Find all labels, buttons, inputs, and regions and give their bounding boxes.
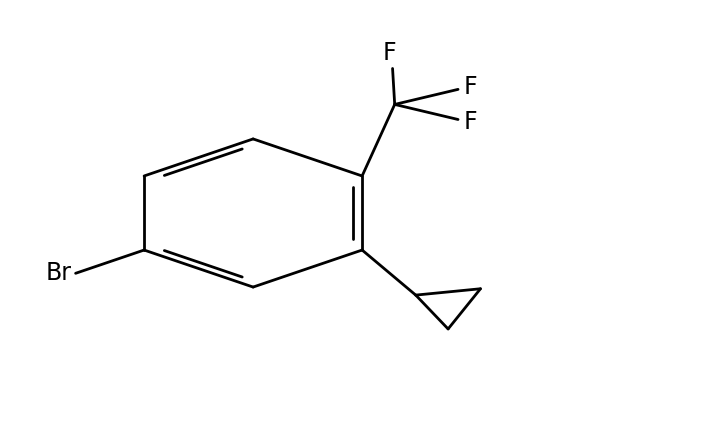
Text: Br: Br — [46, 261, 72, 285]
Text: F: F — [464, 75, 477, 99]
Text: F: F — [464, 109, 477, 134]
Text: F: F — [382, 41, 396, 65]
